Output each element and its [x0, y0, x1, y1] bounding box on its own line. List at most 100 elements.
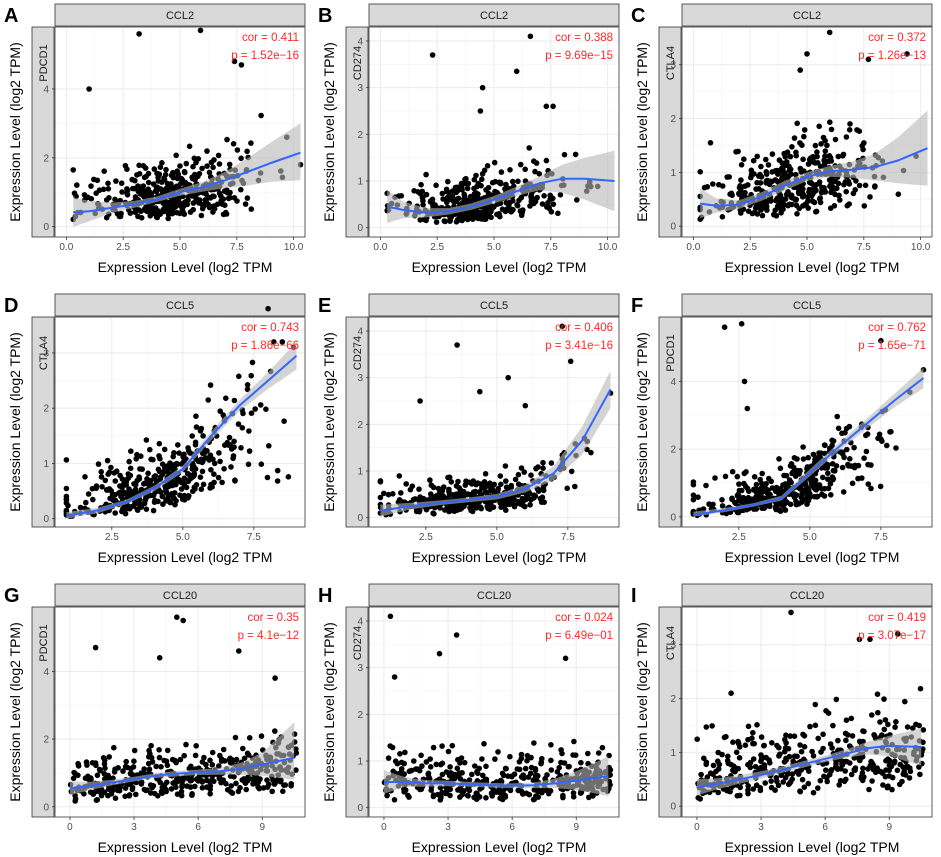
data-point	[830, 722, 836, 729]
data-point	[848, 715, 855, 722]
data-point	[288, 783, 294, 789]
data-point	[595, 750, 602, 756]
data-point	[93, 797, 100, 803]
plot-border	[54, 606, 306, 818]
data-point	[285, 474, 292, 480]
data-point	[71, 769, 77, 776]
data-point	[210, 209, 216, 215]
data-point	[799, 142, 805, 148]
data-point	[849, 733, 856, 739]
data-point	[208, 467, 214, 473]
data-point	[195, 156, 202, 162]
data-point	[798, 494, 805, 501]
data-point	[193, 424, 200, 430]
data-point	[182, 169, 188, 176]
x-tick-label: 5.0	[487, 242, 501, 253]
data-point	[851, 444, 857, 451]
data-point	[246, 428, 252, 434]
data-point	[736, 191, 743, 198]
data-point	[722, 473, 729, 480]
data-point	[815, 455, 821, 461]
data-point	[845, 461, 851, 468]
data-point	[420, 495, 427, 502]
data-point	[802, 481, 809, 487]
data-point	[735, 765, 741, 772]
data-point	[111, 744, 117, 751]
data-point	[780, 167, 786, 173]
data-point	[572, 151, 579, 158]
correlation-label: cor = 0.024	[555, 612, 613, 624]
data-point	[179, 781, 185, 788]
data-point	[707, 770, 714, 776]
data-point	[172, 780, 178, 786]
data-point	[209, 749, 216, 756]
data-point	[274, 478, 281, 484]
data-point	[193, 413, 199, 419]
data-point	[471, 794, 477, 801]
data-point	[475, 480, 481, 486]
data-point	[866, 786, 872, 793]
data-point	[807, 723, 813, 730]
data-point	[843, 425, 850, 432]
data-point	[397, 751, 403, 757]
data-point	[444, 199, 450, 206]
data-point	[264, 474, 271, 481]
data-point	[237, 784, 243, 791]
data-point	[145, 179, 152, 186]
x-tick-label: 0	[381, 822, 387, 833]
loess-fit-line	[387, 177, 615, 214]
data-point	[391, 674, 398, 680]
data-point	[180, 453, 187, 460]
data-point	[137, 466, 143, 472]
data-point	[408, 767, 414, 774]
data-point	[855, 475, 861, 482]
data-point	[454, 342, 460, 348]
data-point	[177, 756, 184, 763]
data-point	[519, 788, 525, 795]
strip-label: CCL20	[477, 590, 511, 602]
data-point	[177, 492, 183, 498]
gene-label: CTLA4	[665, 626, 677, 660]
data-point	[775, 782, 782, 789]
data-point	[916, 764, 922, 770]
data-point	[230, 141, 237, 147]
data-point	[869, 778, 875, 784]
data-point	[192, 466, 199, 472]
data-point	[818, 749, 824, 755]
data-point	[856, 182, 863, 189]
data-point	[588, 449, 594, 456]
data-point	[159, 160, 165, 166]
gene-label: CD274	[352, 336, 364, 370]
data-point	[129, 176, 135, 183]
data-point	[825, 470, 831, 476]
loess-fit-line	[696, 744, 922, 789]
data-point	[824, 464, 831, 471]
x-tick-label: 2.5	[419, 532, 433, 543]
data-point	[109, 786, 115, 792]
data-point	[703, 724, 710, 730]
data-point	[808, 156, 815, 163]
data-point	[751, 487, 757, 493]
data-point	[216, 450, 222, 456]
data-point	[83, 759, 90, 765]
data-point	[735, 740, 742, 747]
data-point	[495, 749, 501, 755]
x-tick-label: 7.5	[544, 242, 558, 253]
data-point	[199, 468, 206, 475]
data-point	[439, 789, 445, 796]
data-point	[884, 442, 890, 449]
data-point	[776, 456, 782, 462]
data-point	[893, 445, 899, 451]
panel-letter: F	[631, 295, 643, 317]
data-point	[512, 476, 519, 483]
correlation-label: cor = 0.419	[868, 612, 926, 624]
data-point	[520, 772, 526, 778]
y-tick-label: 2	[670, 445, 676, 456]
data-point	[750, 729, 756, 736]
data-point	[446, 508, 452, 515]
data-point	[557, 192, 564, 198]
data-point	[480, 772, 486, 779]
data-point	[82, 474, 88, 480]
data-point	[385, 491, 392, 498]
data-point	[773, 196, 780, 203]
